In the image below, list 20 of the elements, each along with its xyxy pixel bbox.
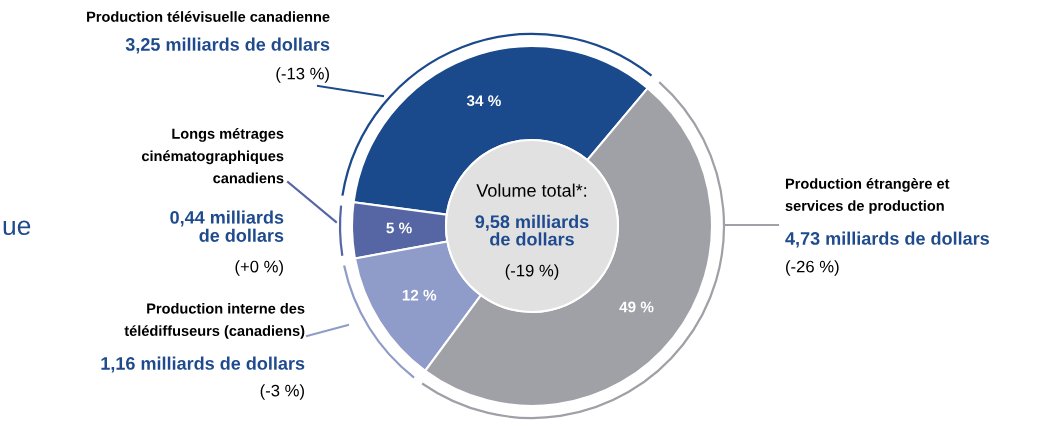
text: 0,44 milliards de dollars [170,210,284,242]
text: (-3 %) [260,384,304,400]
slice-label: Longs métrages cinématographiques canadiens [141,128,284,184]
text: 1,16 milliards de dollars [101,356,305,373]
slice-label: Production étrangère et services de production [785,178,950,214]
text: Volume total*: [476,183,587,197]
text: 4,73 milliards de dollars [785,231,989,248]
text: ue [3,220,31,236]
text: (-26 %) [786,260,839,276]
text: (+0 %) [235,260,283,276]
slice-label: Production télévisuelle canadienne [87,11,330,22]
text: 9,58 milliards de dollars [475,214,589,246]
data-label: 49 % [619,301,654,313]
text: (-19 %) [505,264,559,280]
data-label: 5 % [386,222,412,234]
text: (-13 %) [276,67,329,83]
legend-label: Production interne des télédiffuseurs (canadiens) [124,303,305,339]
text: 3,25 milliards de dollars [125,37,330,54]
data-label: 34 % [466,95,501,107]
data-label: 12 % [402,289,437,301]
